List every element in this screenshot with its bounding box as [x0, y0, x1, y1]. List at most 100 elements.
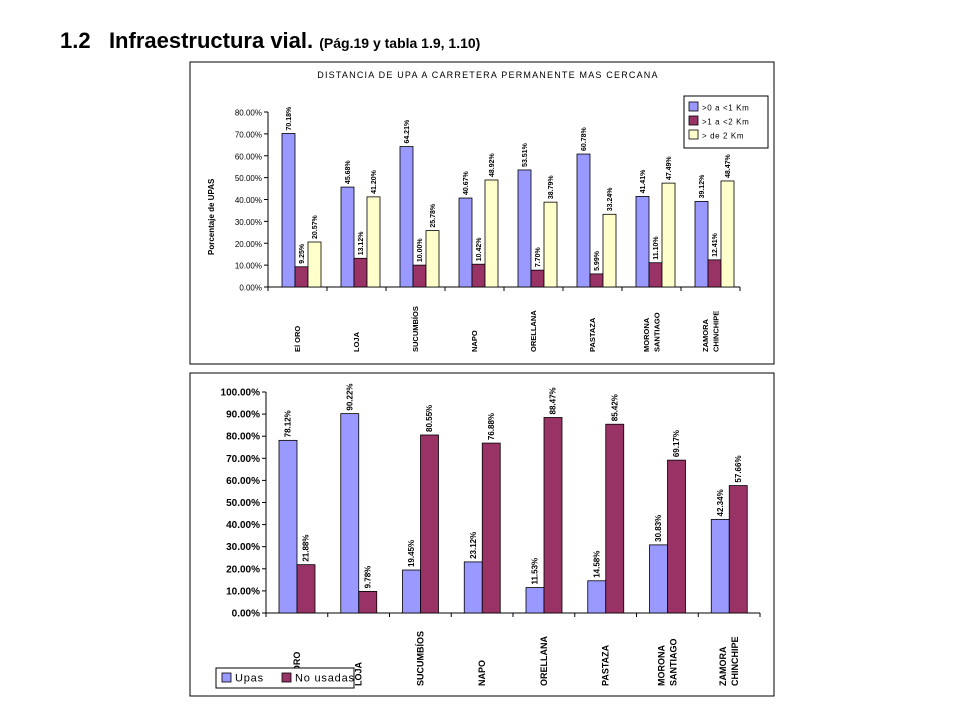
y-tick-label: 10.00% [226, 586, 260, 597]
data-label: 10.42% [476, 237, 483, 262]
category-label: MORONA [642, 317, 651, 352]
data-label: 53.51% [522, 142, 529, 167]
category-label: SANTIAGO [668, 638, 678, 686]
data-label: 38.79% [548, 175, 555, 200]
y-tick-label: 20.00% [235, 240, 262, 249]
page-title: 1.2 Infraestructura vial. (Pág.19 y tabl… [60, 28, 480, 54]
y-tick-label: 70.00% [235, 130, 262, 139]
data-label: 57.66% [734, 455, 743, 482]
data-label: 19.45% [407, 540, 416, 567]
y-tick-label: 0.00% [239, 284, 262, 293]
data-label: 41.41% [640, 169, 647, 194]
bar [278, 439, 298, 614]
data-label: 69.17% [672, 430, 681, 457]
data-label: 7.70% [535, 247, 542, 268]
data-label: 9.25% [299, 243, 306, 264]
legend-label: No usadas [295, 673, 355, 685]
section-number: 1.2 [60, 28, 91, 53]
y-tick-label: 50.00% [235, 174, 262, 183]
bar [543, 417, 563, 614]
category-label: LOJA [354, 661, 364, 686]
data-label: 90.22% [345, 383, 354, 410]
category-label: SUCUMBÍOS [415, 631, 425, 686]
category-label: ZAMORA [718, 646, 728, 686]
data-label: 70.18% [286, 106, 293, 131]
legend-label: >1 a <2 Km [702, 118, 749, 127]
bar [661, 182, 676, 288]
data-label: 88.47% [549, 387, 558, 414]
data-label: 85.42% [610, 394, 619, 421]
data-label: 14.58% [592, 551, 601, 578]
legend-swatch [221, 672, 232, 683]
bar [587, 580, 607, 614]
bar [694, 201, 709, 288]
bar [728, 485, 748, 614]
y-tick-label: 50.00% [226, 498, 260, 509]
chart-title: DISTANCIA DE UPA A CARRETERA PERMANENTE … [317, 70, 658, 80]
bar [543, 201, 558, 288]
bar [481, 442, 501, 614]
category-label: NAPO [470, 330, 479, 352]
data-label: 42.34% [716, 489, 725, 516]
legend-swatch [281, 672, 292, 683]
bar [340, 186, 355, 288]
bar [296, 564, 316, 614]
data-label: 78.12% [284, 410, 293, 437]
legend-label: Upas [235, 673, 264, 685]
data-label: 5.99% [594, 250, 601, 271]
y-tick-label: 40.00% [235, 196, 262, 205]
bar [635, 196, 650, 288]
category-label: MORONA [656, 645, 666, 686]
data-label: 10.00% [417, 238, 424, 263]
data-label: 33.24% [607, 187, 614, 212]
section-subtitle: (Pág.19 y tabla 1.9, 1.10) [319, 35, 481, 51]
data-label: 25.78% [430, 203, 437, 228]
data-label: 64.21% [404, 119, 411, 144]
data-label: 30.83% [654, 515, 663, 542]
bar [420, 434, 439, 614]
data-label: 13.12% [358, 231, 365, 256]
bar [720, 180, 735, 288]
y-tick-label: 80.00% [226, 432, 260, 443]
y-tick-label: 60.00% [235, 152, 262, 161]
y-tick-label: 90.00% [226, 410, 260, 421]
bar [649, 544, 668, 614]
data-label: 11.10% [653, 236, 660, 260]
category-label: ORELLANA [529, 310, 538, 352]
category-label: PASTAZA [588, 317, 597, 352]
legend-label: >0 a <1 Km [702, 104, 749, 113]
bar [402, 569, 421, 614]
category-label: ORELLANA [539, 636, 549, 686]
data-label: 21.88% [302, 535, 311, 562]
data-label: 12.41% [712, 232, 719, 257]
bar [399, 146, 414, 288]
bar [667, 459, 686, 614]
data-label: 39.12% [699, 174, 706, 199]
y-tick-label: 100.00% [221, 388, 261, 399]
data-label: 11.53% [531, 558, 540, 585]
y-tick-label: 80.00% [235, 109, 262, 118]
bar [576, 153, 591, 288]
bar [484, 179, 499, 288]
bar [307, 241, 322, 288]
bar [710, 519, 730, 614]
bar [458, 197, 473, 288]
category-label: PASTAZA [601, 644, 611, 686]
legend-swatch [688, 115, 699, 126]
bar [366, 196, 381, 288]
data-label: 76.88% [487, 413, 496, 440]
data-label: 45.68% [345, 160, 352, 185]
y-axis-label: Porcentaje de UPAS [207, 178, 216, 255]
bar [602, 213, 617, 288]
category-label: El ORO [293, 326, 302, 352]
bar [605, 423, 625, 614]
bar [358, 590, 378, 614]
data-label: 20.57% [312, 214, 319, 239]
bar [425, 230, 440, 288]
category-label: ZAMORA [701, 319, 710, 352]
data-label: 48.92% [489, 152, 496, 177]
bar [463, 561, 483, 614]
bar [517, 169, 532, 288]
